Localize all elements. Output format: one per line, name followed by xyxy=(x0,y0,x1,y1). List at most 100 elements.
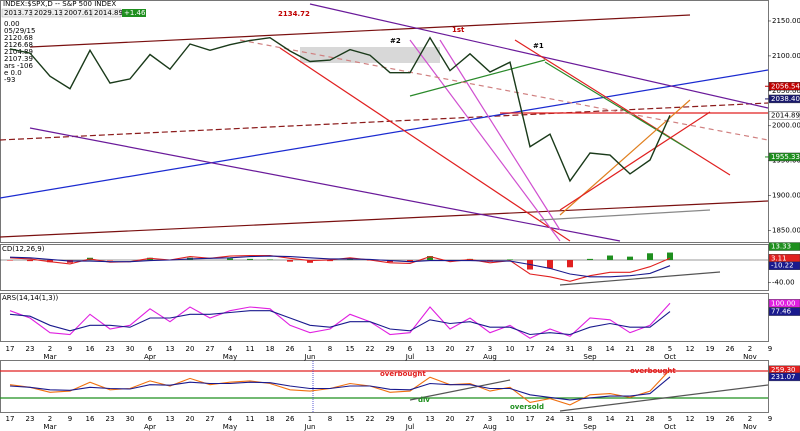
panel-title: CD(12,26,9) xyxy=(2,245,45,253)
x-tick-label: 9 xyxy=(768,345,772,353)
x-tick-label: 22 xyxy=(366,345,375,353)
x-tick-label: 2 xyxy=(748,415,752,423)
value-flag: 13.33 xyxy=(771,243,791,251)
annotation: oversold xyxy=(510,403,544,411)
x-tick-label: 6 xyxy=(148,345,153,353)
x-tick-label: 5 xyxy=(668,345,672,353)
x-month-label: Mar xyxy=(43,353,56,361)
x-tick-label: 24 xyxy=(546,415,555,423)
value-flag-bg xyxy=(768,242,800,251)
annotation: #1 xyxy=(533,42,544,50)
x-tick-label: 13 xyxy=(426,415,435,423)
info-line: 0.00 xyxy=(4,20,20,28)
x-month-label: Sep xyxy=(583,353,597,361)
x-month-label: Oct xyxy=(664,423,676,431)
histogram-bar xyxy=(307,260,313,263)
info-line: 2126.68 xyxy=(4,41,33,49)
x-tick-label: 13 xyxy=(426,345,435,353)
histogram-bar xyxy=(327,260,333,262)
x-tick-label: 26 xyxy=(286,345,295,353)
info-line: e 0.0 xyxy=(4,69,22,77)
x-tick-label: 17 xyxy=(6,415,15,423)
panel-frames xyxy=(0,0,769,413)
x-month-label: Apr xyxy=(144,353,156,361)
x-tick-label: 12 xyxy=(686,415,695,423)
value-flag-bg xyxy=(768,82,800,91)
x-month-label: Apr xyxy=(144,423,156,431)
x-tick-label: 14 xyxy=(606,415,615,423)
value-flag: 2038.40 xyxy=(771,95,800,103)
value-flag: 77.46 xyxy=(771,308,792,316)
value-flag: 2014.89 xyxy=(771,111,800,119)
x-tick-label: 2 xyxy=(48,345,52,353)
x-tick-label: 4 xyxy=(228,345,233,353)
x-tick-label: 20 xyxy=(446,345,455,353)
x-tick-label: 17 xyxy=(526,345,535,353)
x-tick-label: 23 xyxy=(106,415,115,423)
quote-value: 2013.73 xyxy=(4,9,33,17)
y-tick-label: 1900.00 xyxy=(772,192,800,200)
x-tick-label: 24 xyxy=(546,345,555,353)
histogram-bar xyxy=(107,260,113,261)
histogram-bar xyxy=(147,257,153,260)
x-tick-label: 9 xyxy=(68,345,72,353)
quote-box xyxy=(61,8,92,18)
y-tick-label: 2050.00 xyxy=(772,87,800,95)
histogram-bar xyxy=(647,253,653,260)
x-tick-label: 18 xyxy=(266,345,275,353)
x-month-label: Jun xyxy=(304,353,316,361)
quote-value: 2007.61 xyxy=(64,9,93,17)
x-tick-label: 11 xyxy=(246,415,255,423)
info-line: ars -106 xyxy=(4,62,33,70)
x-tick-label: 29 xyxy=(386,415,395,423)
value-flag: 100.00 xyxy=(771,299,796,307)
x-tick-label: 19 xyxy=(706,415,715,423)
trendlines xyxy=(0,3,769,412)
x-tick-label: 13 xyxy=(166,415,175,423)
y-tick-label: 2000.00 xyxy=(772,122,800,130)
histogram-bar xyxy=(507,259,513,260)
x-month-label: Oct xyxy=(664,353,676,361)
annotation: 2134.72 xyxy=(278,10,310,18)
x-month-label: Nov xyxy=(743,423,757,431)
x-tick-label: 15 xyxy=(346,345,355,353)
series-line xyxy=(9,376,671,401)
x-tick-label: 28 xyxy=(646,415,655,423)
x-tick-label: 4 xyxy=(228,415,233,423)
x-tick-label: 18 xyxy=(266,415,275,423)
x-tick-label: 21 xyxy=(626,415,635,423)
histogram-bar xyxy=(287,260,293,262)
x-tick-label: 27 xyxy=(206,415,215,423)
panel-title: ARS(14,14(1,3)) xyxy=(2,294,58,302)
x-tick-label: 1 xyxy=(308,415,312,423)
info-line: 2120.68 xyxy=(4,34,33,42)
x-tick-label: 8 xyxy=(588,415,592,423)
x-tick-label: 27 xyxy=(206,345,215,353)
x-tick-label: 3 xyxy=(488,345,492,353)
x-tick-label: 2 xyxy=(48,415,52,423)
x-tick-label: 26 xyxy=(286,415,295,423)
x-month-label: Aug xyxy=(483,423,497,431)
x-tick-label: 28 xyxy=(646,345,655,353)
histogram-bar xyxy=(607,255,613,260)
annotation: overbought xyxy=(380,370,426,378)
value-flag-bg xyxy=(768,261,800,270)
info-line: 05/29/15 xyxy=(4,27,35,35)
change-box xyxy=(122,9,146,17)
histogram-bar xyxy=(567,260,573,268)
value-flag-bg xyxy=(768,152,800,162)
x-tick-label: 3 xyxy=(488,415,492,423)
annotation: overbought xyxy=(630,367,676,375)
x-tick-label: 2 xyxy=(748,345,752,353)
histogram-bar xyxy=(47,260,53,263)
histogram-bar xyxy=(407,260,413,262)
y-tick-label: 2150.00 xyxy=(772,17,800,25)
histogram-bar xyxy=(267,259,273,260)
x-tick-label: 26 xyxy=(726,415,735,423)
x-tick-label: 6 xyxy=(408,345,413,353)
value-flag: 259.30 xyxy=(771,366,796,374)
x-tick-label: 5 xyxy=(668,415,672,423)
x-tick-label: 8 xyxy=(328,415,332,423)
x-month-label: Sep xyxy=(583,423,597,431)
